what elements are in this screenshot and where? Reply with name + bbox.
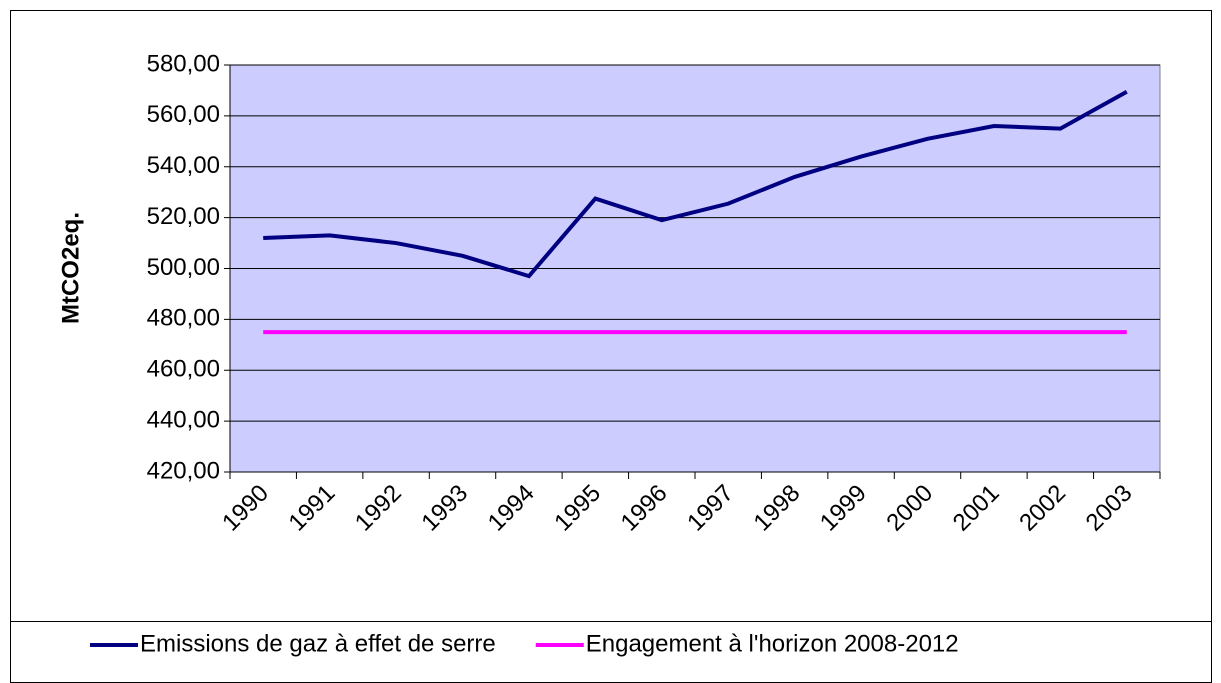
legend-label: Engagement à l'horizon 2008-2012 — [586, 630, 959, 657]
y-tick-label: 520,00 — [147, 203, 220, 230]
y-tick-label: 560,00 — [147, 101, 220, 128]
y-tick-label: 440,00 — [147, 406, 220, 433]
y-tick-label: 420,00 — [147, 457, 220, 484]
y-tick-label: 580,00 — [147, 50, 220, 77]
y-tick-label: 480,00 — [147, 305, 220, 332]
legend-label: Emissions de gaz à effet de serre — [140, 630, 496, 657]
y-axis-title: MtCO2eq. — [57, 212, 84, 324]
y-tick-label: 460,00 — [147, 356, 220, 383]
y-tick-label: 540,00 — [147, 152, 220, 179]
series-line — [263, 89, 1128, 279]
y-tick-label: 500,00 — [147, 254, 220, 281]
